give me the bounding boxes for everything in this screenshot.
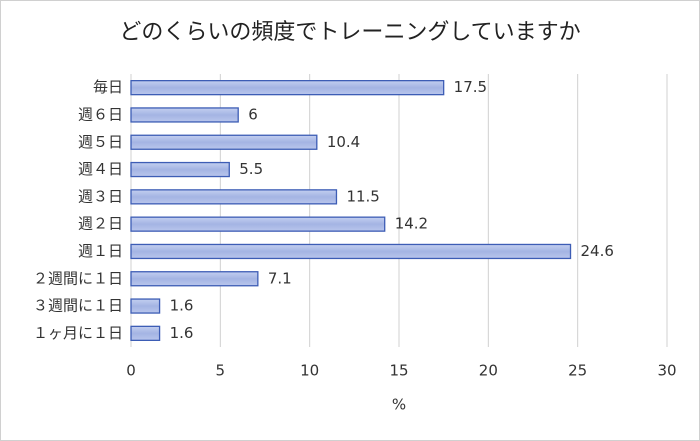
x-axis-label: % — [392, 396, 406, 414]
y-tick-label: 週３日 — [78, 187, 123, 205]
x-tick-label: 30 — [657, 362, 676, 380]
value-label: 10.4 — [327, 133, 360, 151]
y-tick-label: ３週間に１日 — [33, 297, 123, 315]
y-tick-label: ２週間に１日 — [33, 269, 123, 287]
bar — [130, 325, 161, 342]
bar — [130, 298, 161, 314]
y-tick-label: 週１日 — [78, 242, 123, 260]
bar — [130, 161, 230, 178]
bar — [130, 80, 445, 96]
chart-title: どのくらいの頻度でトレーニングしていますか — [119, 20, 580, 45]
bar — [130, 216, 386, 232]
bar — [130, 134, 318, 150]
y-tick-label: 週２日 — [78, 215, 123, 233]
bar — [130, 271, 259, 287]
bar — [130, 107, 239, 123]
value-label: 5.5 — [239, 160, 263, 178]
x-tick-label: 0 — [126, 362, 136, 380]
y-tick-label: 週６日 — [78, 105, 123, 123]
value-label: 24.6 — [581, 242, 614, 260]
value-label: 14.2 — [395, 215, 428, 233]
y-tick-label: 毎日 — [93, 78, 123, 96]
x-tick-label: 25 — [568, 362, 587, 380]
bar — [130, 189, 338, 205]
x-tick-label: 15 — [389, 362, 408, 380]
value-label: 1.6 — [170, 324, 194, 342]
y-tick-label: １ヶ月に１日 — [33, 324, 123, 342]
value-label: 17.5 — [454, 78, 487, 96]
value-label: 1.6 — [170, 297, 194, 315]
x-tick-label: 20 — [479, 362, 498, 380]
x-tick-label: 10 — [300, 362, 319, 380]
value-label: 11.5 — [346, 187, 379, 205]
y-tick-label: 週４日 — [78, 160, 123, 178]
value-label: 6 — [248, 105, 258, 123]
bar — [130, 243, 572, 260]
value-label: 7.1 — [268, 269, 292, 287]
y-tick-label: 週５日 — [78, 133, 123, 151]
x-tick-label: 5 — [216, 362, 226, 380]
